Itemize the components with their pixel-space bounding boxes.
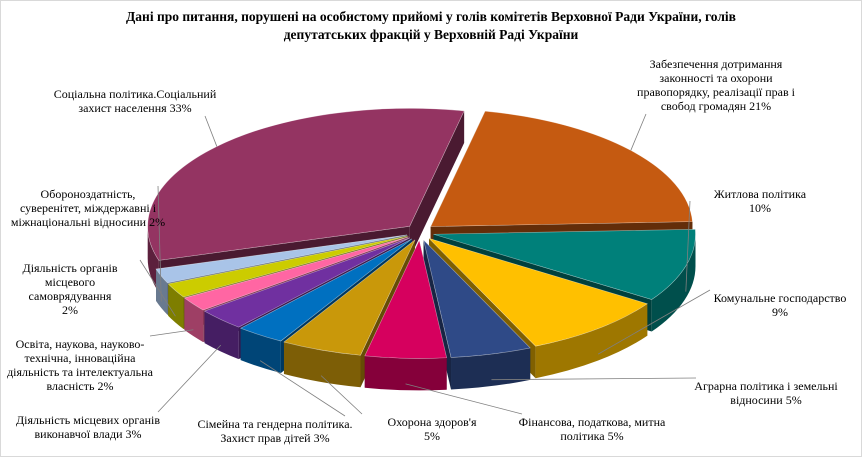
slice-label-line: відносини 5%: [730, 393, 801, 407]
leader-line: [157, 344, 222, 413]
leader-line: [491, 377, 697, 381]
leader-line: [139, 259, 176, 317]
slice-label: Соціальна політика.Соціальний захист насе…: [54, 87, 217, 115]
slice-rim: [156, 269, 168, 315]
slice-side-wall: [409, 110, 465, 259]
leader-line: [204, 115, 218, 147]
slice-label-line: захист населення 33%: [78, 101, 191, 115]
slice-label-line: Освіта, наукова, науково-: [16, 337, 145, 351]
pie-slice: [167, 235, 408, 298]
slice-label-line: Комунальне господарство: [714, 291, 847, 305]
slice-label-line: Діяльність органів: [23, 261, 118, 275]
slice-label-line: Обороноздатність,: [41, 187, 136, 201]
pie-slice: [239, 238, 413, 342]
pie-slice: [155, 234, 407, 284]
slice-rim: [364, 355, 447, 391]
slice-label: Аграрна політика і земельні відносини 5%: [694, 379, 838, 407]
pie-slice: [364, 239, 448, 359]
pie-slice: [433, 229, 696, 300]
leader-line: [320, 375, 363, 415]
slice-label-line: Захист прав дітей 3%: [220, 431, 329, 445]
leader-line: [630, 113, 647, 151]
slice-label-line: Аграрна політика і земельні: [694, 379, 838, 393]
slice-label-line: Забезпечення дотримання: [650, 57, 783, 71]
slice-label: Діяльність органів місцевого самоврядуванн…: [23, 261, 118, 317]
slice-label-line: законності та охорони: [659, 71, 773, 85]
slice-label-line: політика 5%: [560, 429, 623, 443]
slice-label-line: виконавчої влади 3%: [35, 427, 142, 441]
slice-label-line: Охорона здоров'я: [388, 415, 477, 429]
pie-slice: [203, 237, 411, 328]
slice-label: Охорона здоров'я 5%: [388, 415, 477, 443]
slice-rim: [451, 347, 531, 390]
pie-slice: [428, 238, 648, 347]
chart-title: Дані про питання, порушені на особистому…: [0, 8, 862, 44]
pie-slice: [430, 110, 693, 227]
chart-title-line-2: депутатських фракцій у Верховній Раді Ук…: [283, 27, 579, 42]
slice-label-line: Діяльність місцевих органів: [16, 413, 160, 427]
slice-label-line: технічна, інноваційна: [25, 351, 137, 365]
slice-label: Освіта, наукова, науково-технічна, іннов…: [7, 337, 153, 393]
pie-slice: [147, 108, 465, 261]
slice-label-line: діяльність та інтелектуальна: [7, 365, 153, 379]
chart-title-line-1: Дані про питання, порушені на особистому…: [126, 9, 736, 24]
slice-rim: [204, 311, 239, 360]
slice-label-line: 10%: [749, 201, 771, 215]
pie-slice: [423, 239, 531, 358]
slice-rim: [168, 283, 184, 330]
slice-label-line: Фінансова, податкова, митна: [519, 415, 666, 429]
pie-slice: [183, 236, 409, 311]
slice-label: Комунальне господарство 9%: [714, 291, 847, 319]
slice-label-line: Житлова політика: [714, 187, 807, 201]
pie-slice: [283, 239, 416, 356]
slice-label: Діяльність місцевих органів виконавчої вл…: [16, 413, 160, 441]
slice-label-line: власність 2%: [47, 379, 114, 393]
slice-label-line: міжнаціональні відносини 2%: [11, 215, 165, 229]
slice-label-line: 2%: [62, 303, 78, 317]
slice-rim: [651, 234, 696, 332]
slice-rim: [535, 303, 648, 379]
leader-line: [157, 185, 162, 302]
slice-label-line: Сімейна та гендерна політика.: [197, 417, 352, 431]
leader-line: [597, 289, 711, 355]
leader-line: [259, 360, 346, 417]
slice-rim: [240, 328, 281, 374]
slice-label-line: Соціальна політика.Соціальний: [54, 87, 217, 101]
slice-label: Сімейна та гендерна політика. Захист прав…: [197, 417, 352, 445]
slice-label: Фінансова, податкова, митна політика 5%: [519, 415, 666, 443]
leader-line: [685, 200, 691, 292]
slice-label-line: 5%: [424, 429, 440, 443]
slice-label: Забезпечення дотримання законності та охо…: [637, 57, 796, 113]
slice-rim: [184, 297, 204, 343]
slice-label-line: правопорядку, реалізації прав і: [637, 85, 796, 99]
slice-label-line: суверенітет, міждержавні і: [20, 201, 157, 215]
slice-label: Обороноздатність, суверенітет, міждержавн…: [11, 187, 165, 229]
slice-label-line: самоврядування: [29, 289, 112, 303]
slice-label: Житлова політика 10%: [714, 187, 807, 215]
slice-label-line: 9%: [772, 305, 788, 319]
leader-line: [405, 383, 523, 415]
leader-line: [149, 329, 194, 337]
slice-label-line: місцевого: [45, 275, 95, 289]
slice-label-line: свобод громадян 21%: [661, 99, 771, 113]
